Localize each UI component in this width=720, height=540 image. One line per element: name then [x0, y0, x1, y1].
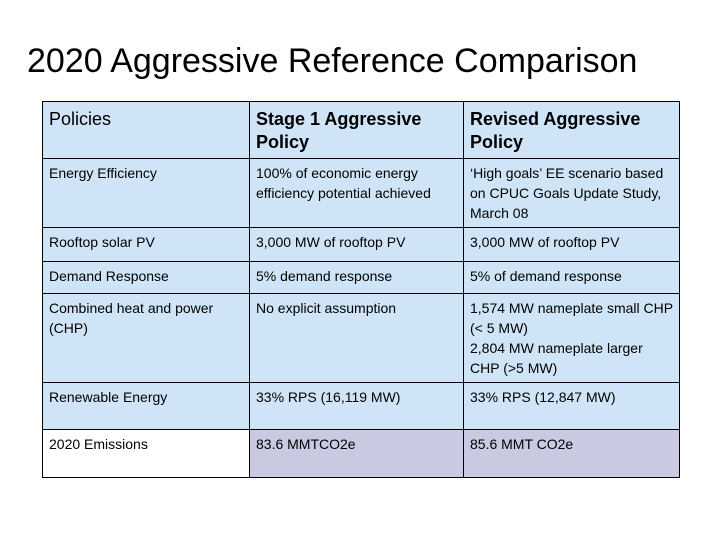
row-stage1: 33% RPS (16,119 MW)	[249, 382, 464, 430]
row-revised: 3,000 MW of rooftop PV	[463, 227, 680, 262]
row-stage1: 3,000 MW of rooftop PV	[249, 227, 464, 262]
row-stage1: 5% demand response	[249, 261, 464, 294]
row-policy: Combined heat and power (CHP)	[42, 293, 250, 383]
row-stage1: 83.6 MMTCO2e	[249, 429, 464, 478]
header-stage1: Stage 1 Aggressive Policy	[249, 101, 464, 159]
row-policy: Demand Response	[42, 261, 250, 294]
table-row: Renewable Energy 33% RPS (16,119 MW) 33%…	[42, 382, 680, 430]
row-policy: Energy Efficiency	[42, 158, 250, 228]
row-policy: Renewable Energy	[42, 382, 250, 430]
slide-title: 2020 Aggressive Reference Comparison	[27, 42, 638, 80]
row-stage1: 100% of economic energy efficiency poten…	[249, 158, 464, 228]
row-revised-line: 1,574 MW nameplate small CHP (< 5 MW)	[470, 300, 673, 336]
table-row: Energy Efficiency 100% of economic energ…	[42, 158, 680, 228]
row-revised: 1,574 MW nameplate small CHP (< 5 MW) 2,…	[463, 293, 680, 383]
table-row: 2020 Emissions 83.6 MMTCO2e 85.6 MMT CO2…	[42, 429, 680, 478]
header-policies: Policies	[42, 101, 250, 159]
row-stage1: No explicit assumption	[249, 293, 464, 383]
table-row: Demand Response 5% demand response 5% of…	[42, 261, 680, 294]
row-revised: 85.6 MMT CO2e	[463, 429, 680, 478]
table-header-row: Policies Stage 1 Aggressive Policy Revis…	[42, 101, 680, 159]
row-policy: 2020 Emissions	[42, 429, 250, 478]
row-revised: 33% RPS (12,847 MW)	[463, 382, 680, 430]
row-revised-line: 2,804 MW nameplate larger CHP (>5 MW)	[470, 340, 643, 376]
comparison-table: Policies Stage 1 Aggressive Policy Revis…	[42, 101, 680, 478]
row-policy: Rooftop solar PV	[42, 227, 250, 262]
row-revised: ‘High goals’ EE scenario based on CPUC G…	[463, 158, 680, 228]
table-row: Combined heat and power (CHP) No explici…	[42, 293, 680, 383]
table-row: Rooftop solar PV 3,000 MW of rooftop PV …	[42, 227, 680, 262]
row-revised: 5% of demand response	[463, 261, 680, 294]
header-revised: Revised Aggressive Policy	[463, 101, 680, 159]
